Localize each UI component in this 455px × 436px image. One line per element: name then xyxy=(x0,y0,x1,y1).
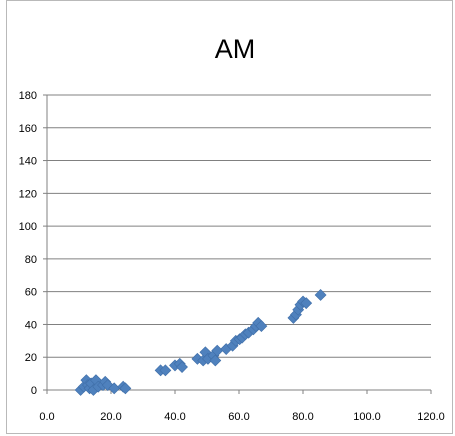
data-point-0-43 xyxy=(300,297,313,310)
x-tick-labels: 0.0 20.0 40.0 60.0 80.0 100.0 120.0 xyxy=(39,411,444,423)
data-point-0-37 xyxy=(255,320,268,333)
chart-title: AM xyxy=(215,34,256,64)
chart-frame xyxy=(6,0,453,434)
data-point-0-14 xyxy=(119,382,132,395)
y-tick-label-20: 20 xyxy=(25,352,37,364)
y-tick-label-120: 120 xyxy=(19,188,37,200)
y-tick-label-100: 100 xyxy=(19,221,37,233)
x-tick-label-100.0: 100.0 xyxy=(353,411,381,423)
gridlines xyxy=(43,94,431,391)
x-tick-label-120.0: 120.0 xyxy=(417,411,445,423)
y-tick-label-180: 180 xyxy=(19,90,37,102)
x-tick-label-0.0: 0.0 xyxy=(39,411,54,423)
data-point-0-25 xyxy=(209,354,222,367)
y-tick-label-80: 80 xyxy=(25,254,37,266)
data-point-0-19 xyxy=(176,361,188,373)
x-tick-label-60.0: 60.0 xyxy=(228,411,249,423)
y-tick-labels: 0 20 40 60 80 100 120 140 160 180 xyxy=(19,90,37,397)
y-tick-label-160: 160 xyxy=(19,123,37,135)
y-tick-label-140: 140 xyxy=(19,156,37,168)
y-tick-label-0: 0 xyxy=(31,385,37,397)
y-tick-label-60: 60 xyxy=(25,287,37,299)
x-tick-label-80.0: 80.0 xyxy=(292,411,313,423)
y-tick-label-40: 40 xyxy=(25,319,37,331)
axes xyxy=(46,95,432,394)
x-tick-label-40.0: 40.0 xyxy=(164,411,185,423)
data-points xyxy=(74,289,327,396)
data-point-0-16 xyxy=(159,364,172,377)
x-tick-label-20.0: 20.0 xyxy=(100,411,121,423)
data-point-0-44 xyxy=(314,289,327,301)
